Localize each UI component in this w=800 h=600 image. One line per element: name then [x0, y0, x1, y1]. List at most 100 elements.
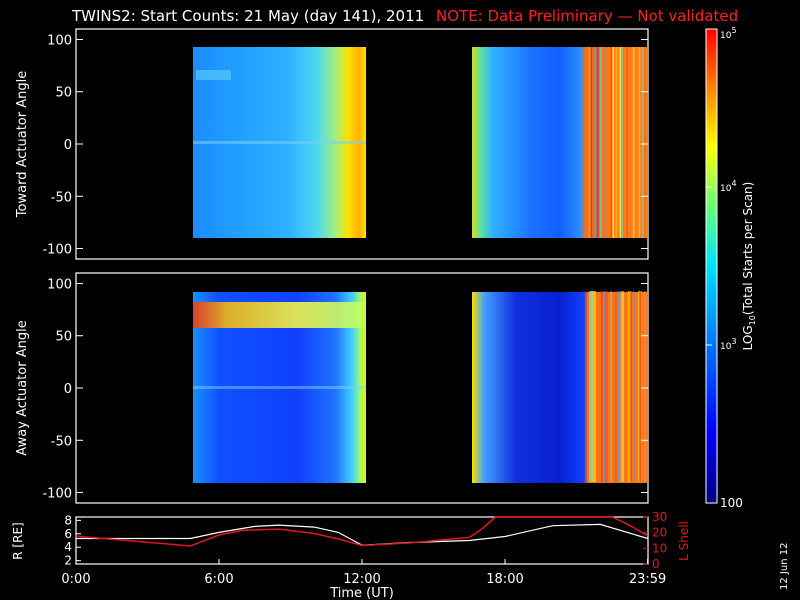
colorbar-label: LOG10(Total Starts per Scan) — [741, 182, 757, 351]
stripe — [630, 291, 632, 482]
r-tick-label: 4 — [64, 540, 72, 554]
y-tick-label: -100 — [42, 487, 72, 502]
r-tick-label: 2 — [64, 554, 72, 568]
cb-tick-base: 10 — [720, 342, 732, 352]
stripe — [619, 47, 621, 238]
y-tick-label: 100 — [47, 33, 72, 48]
away-stripes — [589, 291, 646, 482]
stripe — [595, 47, 597, 238]
away-peak-band — [193, 302, 366, 328]
stripe — [591, 291, 593, 482]
chart-title: TWINS2: Start Counts: 21 May (day 141), … — [71, 7, 424, 25]
l-shell-line — [75, 516, 649, 547]
x-tick-label: 6:00 — [204, 572, 233, 587]
side-date: 12 Jun 12 — [779, 543, 790, 590]
stripe — [632, 47, 635, 238]
time-ticks: 0:00 6:00 12:00 18:00 23:59 — [61, 559, 666, 587]
toward-zero-stripe-1 — [193, 141, 366, 144]
stripe — [621, 47, 623, 238]
y-tick-label: 50 — [55, 86, 72, 101]
cb-tick-label: 104 — [720, 179, 737, 194]
stripe — [605, 291, 608, 482]
stripe — [626, 47, 628, 238]
y-tick-label: 0 — [64, 382, 72, 397]
stripe — [597, 47, 599, 238]
cb-tick-base: 10 — [720, 184, 732, 194]
stripe — [610, 291, 612, 482]
stripe — [633, 291, 635, 482]
cb-tick-exp: 4 — [731, 179, 736, 188]
stripe — [594, 291, 597, 482]
toward-ylabel: Toward Actuator Angle — [15, 71, 30, 218]
toward-y-ticks: 100 50 0 -50 -100 — [42, 33, 648, 258]
cb-tick-base: 10 — [720, 31, 732, 41]
stripe — [644, 291, 646, 482]
y-tick-label: 50 — [55, 330, 72, 345]
x-tick-label: 0:00 — [61, 572, 90, 587]
panel-away: 100 50 0 -50 -100 Away Actuator Angle — [15, 272, 649, 504]
x-tick-label: 23:59 — [629, 572, 666, 587]
y-tick-label: 0 — [64, 138, 72, 153]
x-tick-label: 18:00 — [486, 572, 523, 587]
r-line — [76, 523, 648, 546]
stripe — [590, 47, 592, 238]
cb-tick-exp: 5 — [731, 26, 736, 35]
stripe — [618, 291, 620, 482]
l-tick-label: 30 — [652, 510, 667, 524]
y-tick-label: 100 — [47, 277, 72, 292]
cb-tick-label: 103 — [720, 337, 737, 352]
y-tick-label: -50 — [51, 434, 72, 449]
toward-data-block-2 — [472, 47, 647, 238]
stripe — [610, 47, 612, 238]
r-ylabel: R [RE] — [11, 522, 25, 559]
stripe — [603, 291, 606, 482]
stripe — [615, 47, 617, 238]
cb-tick-label: 100 — [720, 496, 743, 510]
stripe — [622, 291, 624, 482]
stripe — [603, 47, 605, 238]
stripe — [601, 291, 603, 482]
away-ylabel: Away Actuator Angle — [15, 320, 30, 455]
stripe — [593, 47, 595, 238]
colorbar-gradient — [706, 29, 717, 503]
orbit-axes-frame — [75, 516, 649, 565]
away-y-ticks: 100 50 0 -50 -100 — [42, 277, 648, 502]
r-tick-label: 8 — [64, 513, 72, 527]
l-tick-label: 20 — [652, 526, 667, 540]
stripe — [644, 47, 646, 238]
stripe — [612, 47, 615, 238]
stripe — [593, 291, 595, 482]
stripe — [639, 291, 641, 482]
r-tick-label: 6 — [64, 527, 72, 541]
stripe — [643, 47, 645, 238]
x-axis-label: Time (UT) — [329, 586, 394, 600]
stripe — [642, 47, 644, 238]
toward-feature — [196, 70, 231, 80]
stripe — [638, 291, 640, 482]
preliminary-note: NOTE: Data Preliminary — Not validated — [436, 7, 738, 25]
l-tick-label: 10 — [652, 541, 667, 555]
stripe — [589, 291, 592, 482]
away-zero-stripe-1 — [193, 386, 366, 389]
stripe — [640, 291, 643, 482]
cb-tick-exp: 3 — [731, 337, 736, 346]
stripe — [627, 291, 630, 482]
y-tick-label: -100 — [42, 243, 72, 258]
stripe — [589, 47, 591, 238]
stripe — [600, 47, 602, 238]
stripe — [638, 47, 641, 238]
panel-toward: 100 50 0 -50 -100 Toward Actuator Angle — [15, 28, 649, 260]
y-tick-label: -50 — [51, 190, 72, 205]
toward-stripes — [589, 47, 646, 238]
l-shell-ylabel: L Shell — [677, 521, 691, 561]
stripe — [625, 47, 627, 238]
x-tick-label: 12:00 — [343, 572, 380, 587]
stripe — [620, 291, 622, 482]
cb-tick-label: 105 — [720, 26, 737, 41]
stripe — [615, 291, 617, 482]
